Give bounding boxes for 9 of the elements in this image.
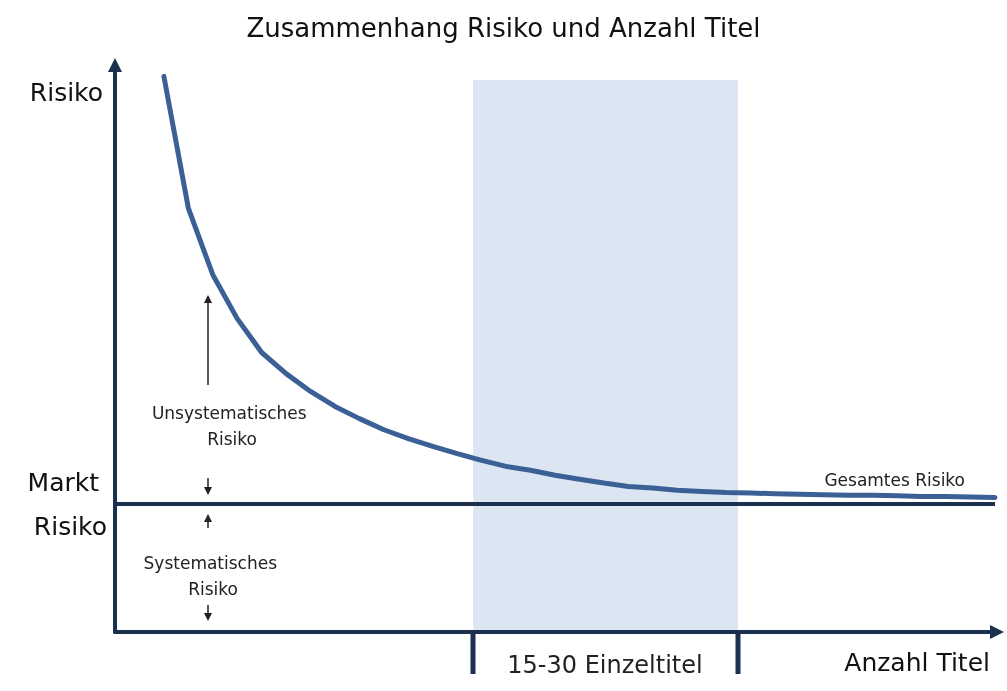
ref-line-label: Markt Risiko <box>27 467 107 541</box>
series-label: Gesamtes Risiko <box>824 470 965 491</box>
text: Unsystematisches <box>151 403 307 423</box>
chart-title: Zusammenhang Risiko und Anzahl Titel <box>246 13 761 43</box>
annotation: Systematisches Risiko <box>143 553 283 599</box>
text: Risiko <box>29 78 103 107</box>
y-axis-title: Risiko <box>207 429 257 449</box>
x-axis-title: Anzahl Titel <box>844 648 990 677</box>
text: 15-30 Einzeltitel <box>507 650 703 679</box>
